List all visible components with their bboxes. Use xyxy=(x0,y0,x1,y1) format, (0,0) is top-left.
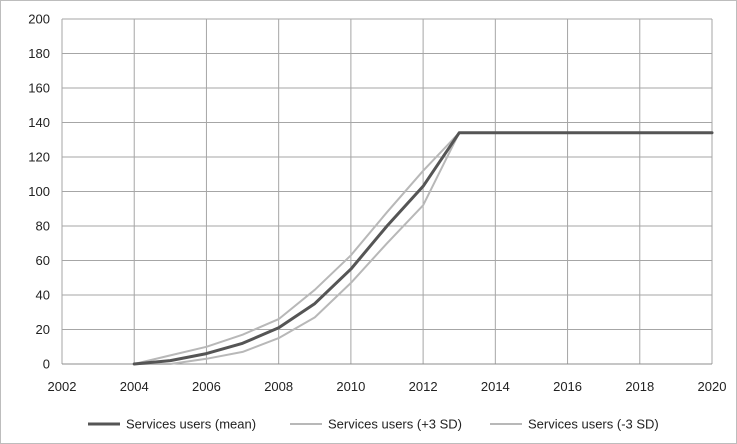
x-tick-label: 2018 xyxy=(625,379,654,394)
y-tick-label: 60 xyxy=(36,253,50,268)
x-tick-label: 2006 xyxy=(192,379,221,394)
x-tick-label: 2002 xyxy=(48,379,77,394)
y-tick-label: 80 xyxy=(36,219,50,234)
x-tick-label: 2008 xyxy=(264,379,293,394)
x-tick-label: 2010 xyxy=(336,379,365,394)
y-tick-label: 100 xyxy=(28,184,50,199)
y-axis-ticks: 0 20 40 60 80 100 120 140 160 180 200 xyxy=(28,12,50,372)
series-line-1 xyxy=(133,131,461,365)
y-tick-label: 40 xyxy=(36,288,50,303)
x-axis-ticks: 2002 2004 2006 2008 2010 2012 2014 2016 2018 2020 xyxy=(48,379,727,394)
y-tick-label: 0 xyxy=(43,357,50,372)
y-tick-label: 160 xyxy=(28,81,50,96)
series-line-2 xyxy=(133,131,461,365)
x-tick-label: 2004 xyxy=(120,379,149,394)
series-line-0 xyxy=(132,131,714,366)
y-tick-label: 120 xyxy=(28,150,50,165)
legend-label: Services users (-3 SD) xyxy=(528,417,659,432)
x-tick-label: 2012 xyxy=(409,379,438,394)
y-tick-label: 200 xyxy=(28,12,50,27)
y-tick-label: 140 xyxy=(28,115,50,130)
x-tick-label: 2014 xyxy=(481,379,510,394)
series-lines xyxy=(132,131,714,366)
y-tick-label: 20 xyxy=(36,322,50,337)
x-tick-label: 2020 xyxy=(698,379,727,394)
legend-label: Services users (+3 SD) xyxy=(328,417,462,432)
legend-label: Services users (mean) xyxy=(126,417,256,432)
grid xyxy=(61,18,713,365)
legend: Services users (mean) Services users (+3 … xyxy=(88,417,659,432)
y-tick-label: 180 xyxy=(28,46,50,61)
x-tick-label: 2016 xyxy=(553,379,582,394)
